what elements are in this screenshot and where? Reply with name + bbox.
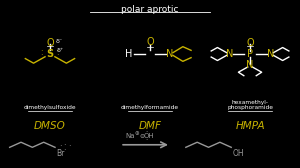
Text: ·: · [68, 142, 71, 151]
Text: ⊕: ⊕ [134, 131, 139, 136]
Text: H: H [125, 49, 132, 59]
Text: :: : [56, 48, 58, 57]
Text: DMF: DMF [139, 121, 161, 131]
Text: hexamethyl-: hexamethyl- [232, 100, 268, 105]
Text: O: O [246, 38, 254, 48]
Text: O: O [146, 37, 154, 47]
Text: N: N [226, 49, 233, 59]
Text: dimethylsulfoxide: dimethylsulfoxide [24, 105, 76, 110]
Text: N: N [266, 49, 274, 59]
Text: ·: · [63, 146, 66, 155]
Text: OH: OH [143, 133, 154, 139]
Text: Na: Na [126, 133, 135, 139]
Text: DMSO: DMSO [34, 121, 66, 131]
Text: ·: · [63, 141, 66, 150]
Text: dimethylformamide: dimethylformamide [121, 105, 179, 110]
Text: Br: Br [56, 149, 65, 158]
Text: N: N [246, 60, 254, 70]
Text: OH: OH [233, 149, 244, 158]
Text: polar aprotic: polar aprotic [121, 5, 179, 14]
Text: S: S [46, 49, 53, 59]
Text: ⊖: ⊖ [139, 134, 144, 139]
Text: :: : [40, 48, 42, 57]
Text: ·: · [145, 137, 147, 143]
Text: P: P [247, 49, 253, 59]
Text: O: O [46, 38, 54, 48]
Text: N: N [166, 49, 173, 59]
Text: HMPA: HMPA [235, 121, 265, 131]
Text: ·: · [59, 142, 62, 151]
Text: phosphoramide: phosphoramide [227, 105, 273, 110]
Text: ·: · [145, 129, 147, 135]
Text: δ⁻: δ⁻ [56, 39, 63, 44]
Text: δ⁺: δ⁺ [56, 48, 63, 53]
